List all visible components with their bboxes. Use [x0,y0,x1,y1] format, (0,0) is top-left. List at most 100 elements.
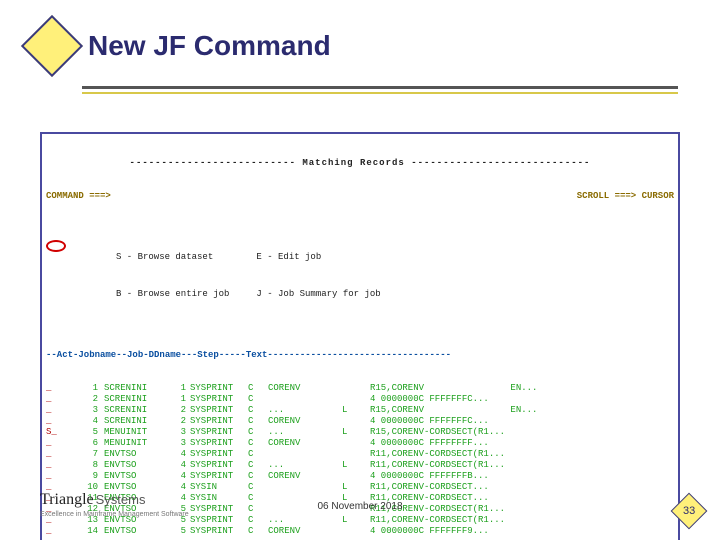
table-row[interactable]: _14ENVTSO5SYSPRINTCCORENV4 0000000C FFFF… [46,526,674,537]
act-field[interactable]: _ [46,383,76,394]
job-number: 2 [164,405,186,416]
row-index: 7 [76,449,98,460]
row-index: 3 [76,405,98,416]
tail-col: R11,CORENV-CORDSECT... [370,493,674,504]
job-number: 1 [164,394,186,405]
tail-col: R15,CORENV EN... [370,405,674,416]
ddname: SYSPRINT [186,416,248,427]
act-field[interactable]: S_ [46,427,76,438]
table-row[interactable]: _3SCRENINI2SYSPRINTC...LR15,CORENV EN... [46,405,674,416]
job-number: 4 [164,471,186,482]
legend-line-2: B - Browse entire job J - Job Summary fo… [116,289,674,300]
row-index: 8 [76,460,98,471]
job-number: 1 [164,383,186,394]
text-col: ... [262,515,342,526]
tail-col: R11,CORENV-CORDSECT(R1... [370,504,674,515]
tail-col: 4 0000000C FFFFFFF9... [370,526,674,537]
jobname: MENUINIT [98,438,164,449]
act-field[interactable]: _ [46,438,76,449]
text-col: CORENV [262,526,342,537]
ddname: SYSPRINT [186,427,248,438]
selection-highlight-icon [46,240,66,252]
column-header: --Act-Jobname--Job-DDname---Step-----Tex… [46,350,674,361]
text-col: CORENV [262,383,342,394]
table-row[interactable]: _1SCRENINI1SYSPRINTCCORENVR15,CORENV EN.… [46,383,674,394]
spacer [46,324,674,328]
tail-col: 4 0000000C FFFFFFFC... [370,416,674,427]
text-col: ... [262,427,342,438]
table-row[interactable]: _7ENVTSO4SYSPRINTCR11,CORENV-CORDSECT(R1… [46,449,674,460]
ddname: SYSPRINT [186,471,248,482]
flag-col [342,471,370,482]
flag-col: L [342,427,370,438]
jobname: ENVTSO [98,471,164,482]
act-field[interactable]: _ [46,449,76,460]
act-field[interactable]: _ [46,460,76,471]
ddname: SYSPRINT [186,526,248,537]
text-col [262,482,342,493]
jobname: SCRENINI [98,394,164,405]
footer-date: 06 November 2018 [317,501,402,512]
page-number-wrap: 33 [676,498,702,524]
table-row[interactable]: _8ENVTSO4SYSPRINTC...LR11,CORENV-CORDSEC… [46,460,674,471]
logo-line1: TriangleSystems [40,491,189,509]
panel-title: -------------------------- Matching Reco… [46,158,674,169]
slide: New JF Command -------------------------… [0,0,720,540]
table-row[interactable]: S_5MENUINIT3SYSPRINTC...LR15,CORENV-CORD… [46,427,674,438]
jobname: ENVTSO [98,449,164,460]
table-row[interactable]: _4SCRENINI2SYSPRINTCCORENV4 0000000C FFF… [46,416,674,427]
jobname: SCRENINI [98,405,164,416]
act-field[interactable]: _ [46,526,76,537]
page-number: 33 [683,505,695,517]
tail-col: R15,CORENV EN... [370,383,674,394]
row-index: 4 [76,416,98,427]
tail-col: R11,CORENV-CORDSECT(R1... [370,515,674,526]
table-row[interactable]: _2SCRENINI1SYSPRINTC4 0000000C FFFFFFFC.… [46,394,674,405]
flag-col [342,526,370,537]
title-row: New JF Command [30,24,680,68]
step: C [248,394,262,405]
text-col: CORENV [262,438,342,449]
step: C [248,427,262,438]
tail-col: 4 0000000C FFFFFFFC... [370,394,674,405]
ddname: SYSPRINT [186,394,248,405]
tail-col: R15,CORENV-CORDSECT(R1... [370,427,674,438]
scroll-label: SCROLL ===> [577,191,636,201]
flag-col [342,394,370,405]
scroll-value[interactable]: CURSOR [642,191,674,201]
rule-dark [82,86,678,89]
logo-systems: Systems [96,492,146,507]
job-number: 4 [164,449,186,460]
text-col: CORENV [262,471,342,482]
job-number: 3 [164,427,186,438]
slide-title: New JF Command [88,30,331,62]
terminal-panel: -------------------------- Matching Reco… [40,132,680,540]
act-field[interactable]: _ [46,471,76,482]
step: C [248,504,262,515]
page-diamond-icon: 33 [671,493,708,530]
logo-subtitle: Excellence in Mainframe Management Softw… [40,511,189,518]
row-index: 6 [76,438,98,449]
diamond-icon [21,15,83,77]
command-line[interactable]: COMMAND ===> SCROLL ===> CURSOR [46,191,674,202]
tail-col: R11,CORENV-CORDSECT... [370,482,674,493]
flag-col: L [342,460,370,471]
act-field[interactable]: _ [46,394,76,405]
jobname: MENUINIT [98,427,164,438]
jobname: ENVTSO [98,526,164,537]
table-row[interactable]: _6MENUINIT3SYSPRINTCCORENV4 0000000C FFF… [46,438,674,449]
act-field[interactable]: _ [46,416,76,427]
row-index: 14 [76,526,98,537]
spacer [46,224,674,228]
text-col: CORENV [262,416,342,427]
logo-area: TriangleSystems Excellence in Mainframe … [40,491,189,518]
step: C [248,515,262,526]
step: C [248,383,262,394]
act-field[interactable]: _ [46,405,76,416]
step: C [248,438,262,449]
text-col [262,394,342,405]
tail-col: R11,CORENV-CORDSECT(R1... [370,449,674,460]
table-row[interactable]: _9ENVTSO4SYSPRINTCCORENV4 0000000C FFFFF… [46,471,674,482]
ddname: SYSPRINT [186,449,248,460]
job-number: 4 [164,460,186,471]
